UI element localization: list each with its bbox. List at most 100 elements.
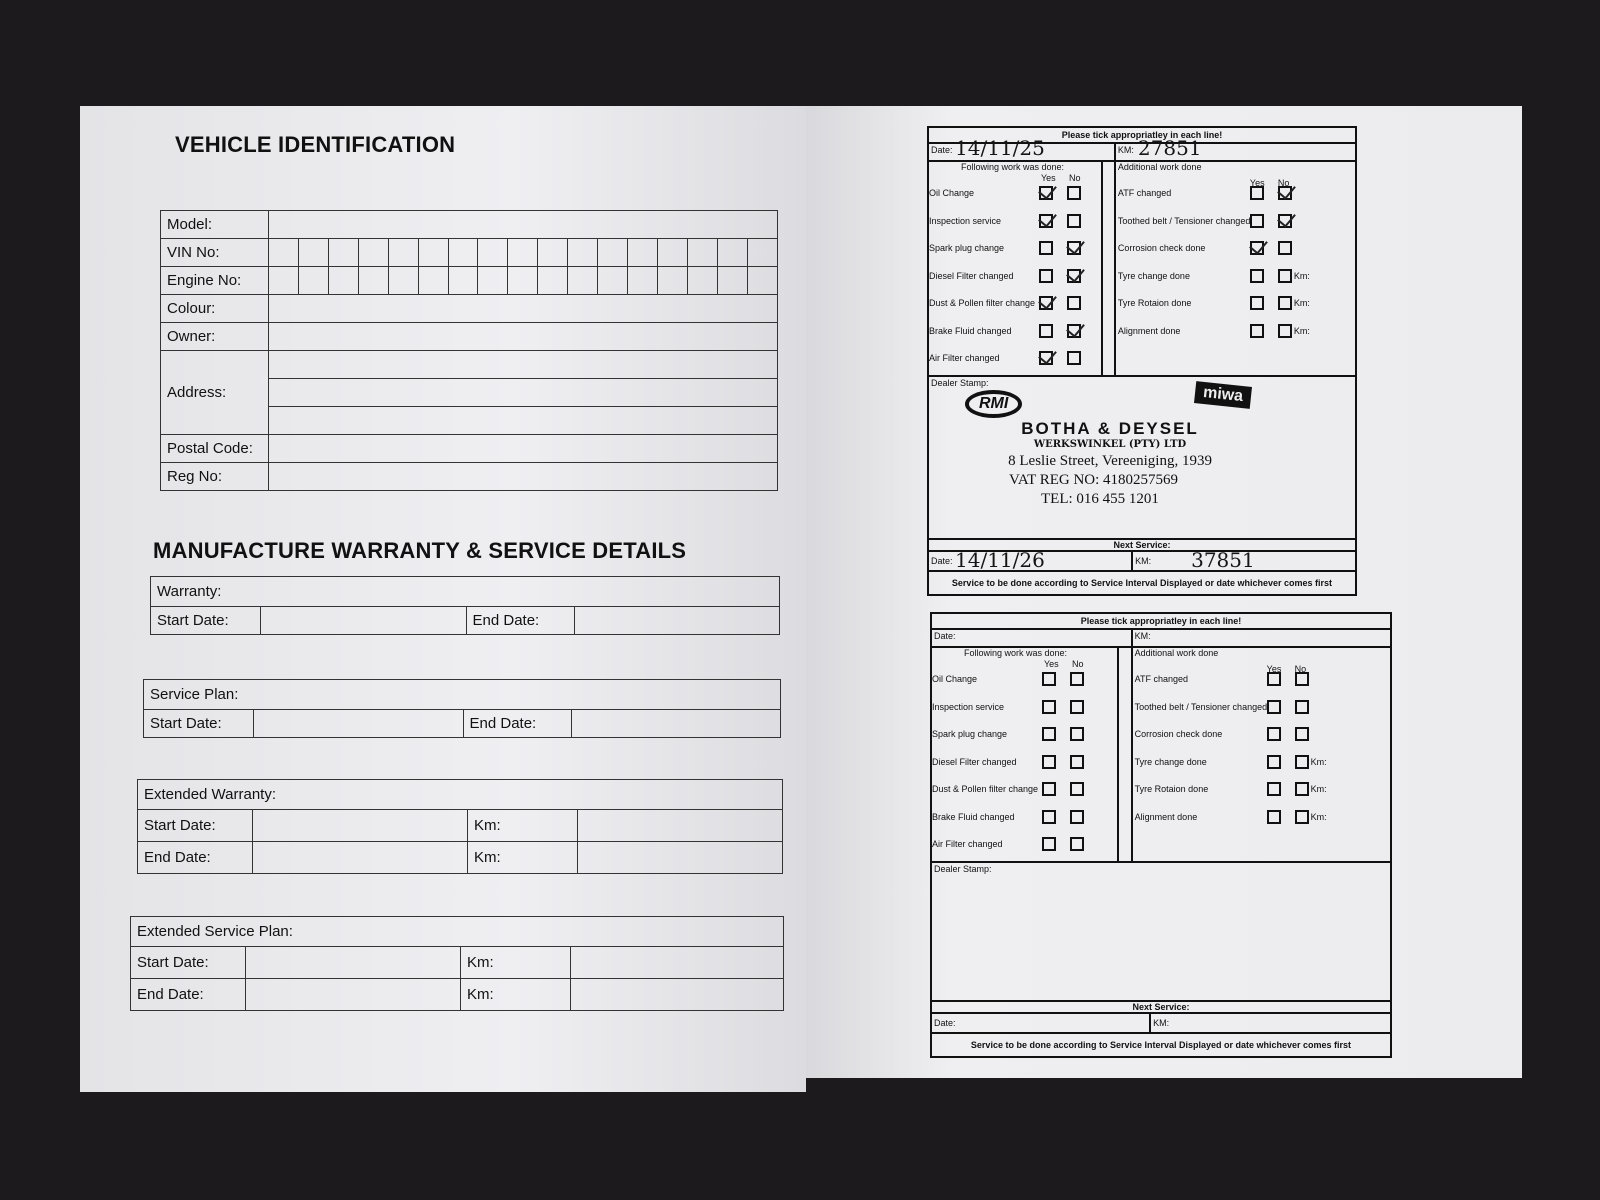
- vin-cell[interactable]: [537, 238, 569, 267]
- vin-cell[interactable]: [627, 238, 659, 267]
- km-value[interactable]: [577, 809, 783, 842]
- checkbox-yes[interactable]: [1249, 268, 1264, 283]
- checkbox-no[interactable]: [1067, 323, 1081, 338]
- checkbox-yes[interactable]: [1042, 837, 1056, 851]
- vin-cell[interactable]: [387, 266, 419, 295]
- field-value[interactable]: [267, 350, 779, 379]
- vin-cell[interactable]: [417, 238, 449, 267]
- vin-cell[interactable]: [657, 238, 689, 267]
- checkbox-yes[interactable]: [1039, 268, 1053, 283]
- checkbox-yes[interactable]: [1042, 727, 1056, 741]
- vin-cell[interactable]: [507, 238, 539, 267]
- checkbox-no[interactable]: [1070, 837, 1084, 851]
- checkbox-no[interactable]: [1294, 782, 1309, 796]
- checkbox-no[interactable]: [1277, 241, 1292, 255]
- vin-cell[interactable]: [267, 238, 299, 267]
- date-value[interactable]: [252, 809, 468, 842]
- service-km-handwritten[interactable]: 27851: [1137, 136, 1202, 160]
- date-value[interactable]: [252, 841, 468, 874]
- vin-cell[interactable]: [507, 266, 539, 295]
- checkbox-yes[interactable]: [1249, 241, 1264, 255]
- checkbox-no[interactable]: [1067, 351, 1081, 365]
- checkbox-yes[interactable]: [1042, 672, 1056, 686]
- checkbox-yes[interactable]: [1042, 809, 1056, 824]
- vin-cell[interactable]: [267, 266, 299, 295]
- date-value[interactable]: [245, 946, 461, 979]
- vin-cell[interactable]: [567, 266, 599, 295]
- checkbox-no[interactable]: [1294, 672, 1309, 686]
- date-value[interactable]: [245, 978, 461, 1011]
- checkbox-yes[interactable]: [1039, 213, 1053, 228]
- field-value[interactable]: [267, 322, 779, 351]
- checkbox-no[interactable]: [1277, 186, 1292, 200]
- checkbox-no[interactable]: [1277, 268, 1292, 283]
- checkbox-no[interactable]: [1067, 268, 1081, 283]
- checkbox-yes[interactable]: [1249, 186, 1264, 200]
- vin-cell[interactable]: [357, 238, 389, 267]
- checkbox-yes[interactable]: [1249, 323, 1264, 338]
- checkbox-yes[interactable]: [1039, 296, 1053, 310]
- vin-cell[interactable]: [627, 266, 659, 295]
- vin-cell[interactable]: [447, 238, 479, 267]
- checkbox-no[interactable]: [1067, 241, 1081, 255]
- checkbox-no[interactable]: [1067, 186, 1081, 200]
- checkbox-no[interactable]: [1277, 213, 1292, 228]
- checkbox-no[interactable]: [1294, 754, 1309, 769]
- checkbox-no[interactable]: [1067, 296, 1081, 310]
- checkbox-no[interactable]: [1067, 213, 1081, 228]
- checkbox-yes[interactable]: [1042, 754, 1056, 769]
- checkbox-yes[interactable]: [1039, 241, 1053, 255]
- checkbox-yes[interactable]: [1039, 351, 1053, 365]
- checkbox-no[interactable]: [1070, 782, 1084, 796]
- checkbox-no[interactable]: [1277, 323, 1292, 338]
- checkbox-no[interactable]: [1070, 727, 1084, 741]
- checkbox-yes[interactable]: [1266, 782, 1281, 796]
- vin-cell[interactable]: [716, 238, 748, 267]
- vin-cell[interactable]: [417, 266, 449, 295]
- checkbox-yes[interactable]: [1266, 672, 1281, 686]
- vin-cell[interactable]: [746, 266, 779, 295]
- vin-cell[interactable]: [297, 266, 329, 295]
- field-value[interactable]: [267, 406, 779, 435]
- checkbox-no[interactable]: [1070, 809, 1084, 824]
- km-value[interactable]: [570, 946, 784, 979]
- checkbox-yes[interactable]: [1042, 699, 1056, 714]
- vin-cell[interactable]: [537, 266, 569, 295]
- field-value[interactable]: [267, 378, 779, 407]
- checkbox-no[interactable]: [1070, 699, 1084, 714]
- service-date-handwritten[interactable]: 14/11/25: [955, 136, 1045, 160]
- vin-cell[interactable]: [657, 266, 689, 295]
- checkbox-no[interactable]: [1070, 754, 1084, 769]
- km-value[interactable]: [570, 978, 784, 1011]
- checkbox-yes[interactable]: [1266, 754, 1281, 769]
- checkbox-no[interactable]: [1294, 809, 1309, 824]
- vin-cell[interactable]: [687, 266, 718, 295]
- checkbox-yes[interactable]: [1266, 699, 1281, 714]
- checkbox-no[interactable]: [1277, 296, 1292, 310]
- vin-cell[interactable]: [447, 266, 479, 295]
- checkbox-no[interactable]: [1294, 699, 1309, 714]
- field-value[interactable]: [267, 210, 779, 239]
- vin-cell[interactable]: [597, 266, 629, 295]
- checkbox-no[interactable]: [1070, 672, 1084, 686]
- vin-cell[interactable]: [746, 238, 779, 267]
- next-km-handwritten[interactable]: 37851: [1191, 548, 1255, 572]
- checkbox-yes[interactable]: [1249, 213, 1264, 228]
- km-value[interactable]: [577, 841, 783, 874]
- checkbox-no[interactable]: [1294, 727, 1309, 741]
- vin-cell[interactable]: [567, 238, 599, 267]
- vin-cell[interactable]: [357, 266, 389, 295]
- vin-cell[interactable]: [387, 238, 419, 267]
- checkbox-yes[interactable]: [1249, 296, 1264, 310]
- next-date-handwritten[interactable]: 14/11/26: [955, 548, 1045, 572]
- checkbox-yes[interactable]: [1042, 782, 1056, 796]
- vin-cell[interactable]: [687, 238, 718, 267]
- vin-cell[interactable]: [477, 238, 509, 267]
- checkbox-yes[interactable]: [1039, 186, 1053, 200]
- vin-cell[interactable]: [327, 266, 359, 295]
- start-date-value[interactable]: [260, 606, 467, 635]
- vin-cell[interactable]: [716, 266, 748, 295]
- vin-cell[interactable]: [477, 266, 509, 295]
- field-value[interactable]: [267, 462, 779, 491]
- checkbox-yes[interactable]: [1039, 323, 1053, 338]
